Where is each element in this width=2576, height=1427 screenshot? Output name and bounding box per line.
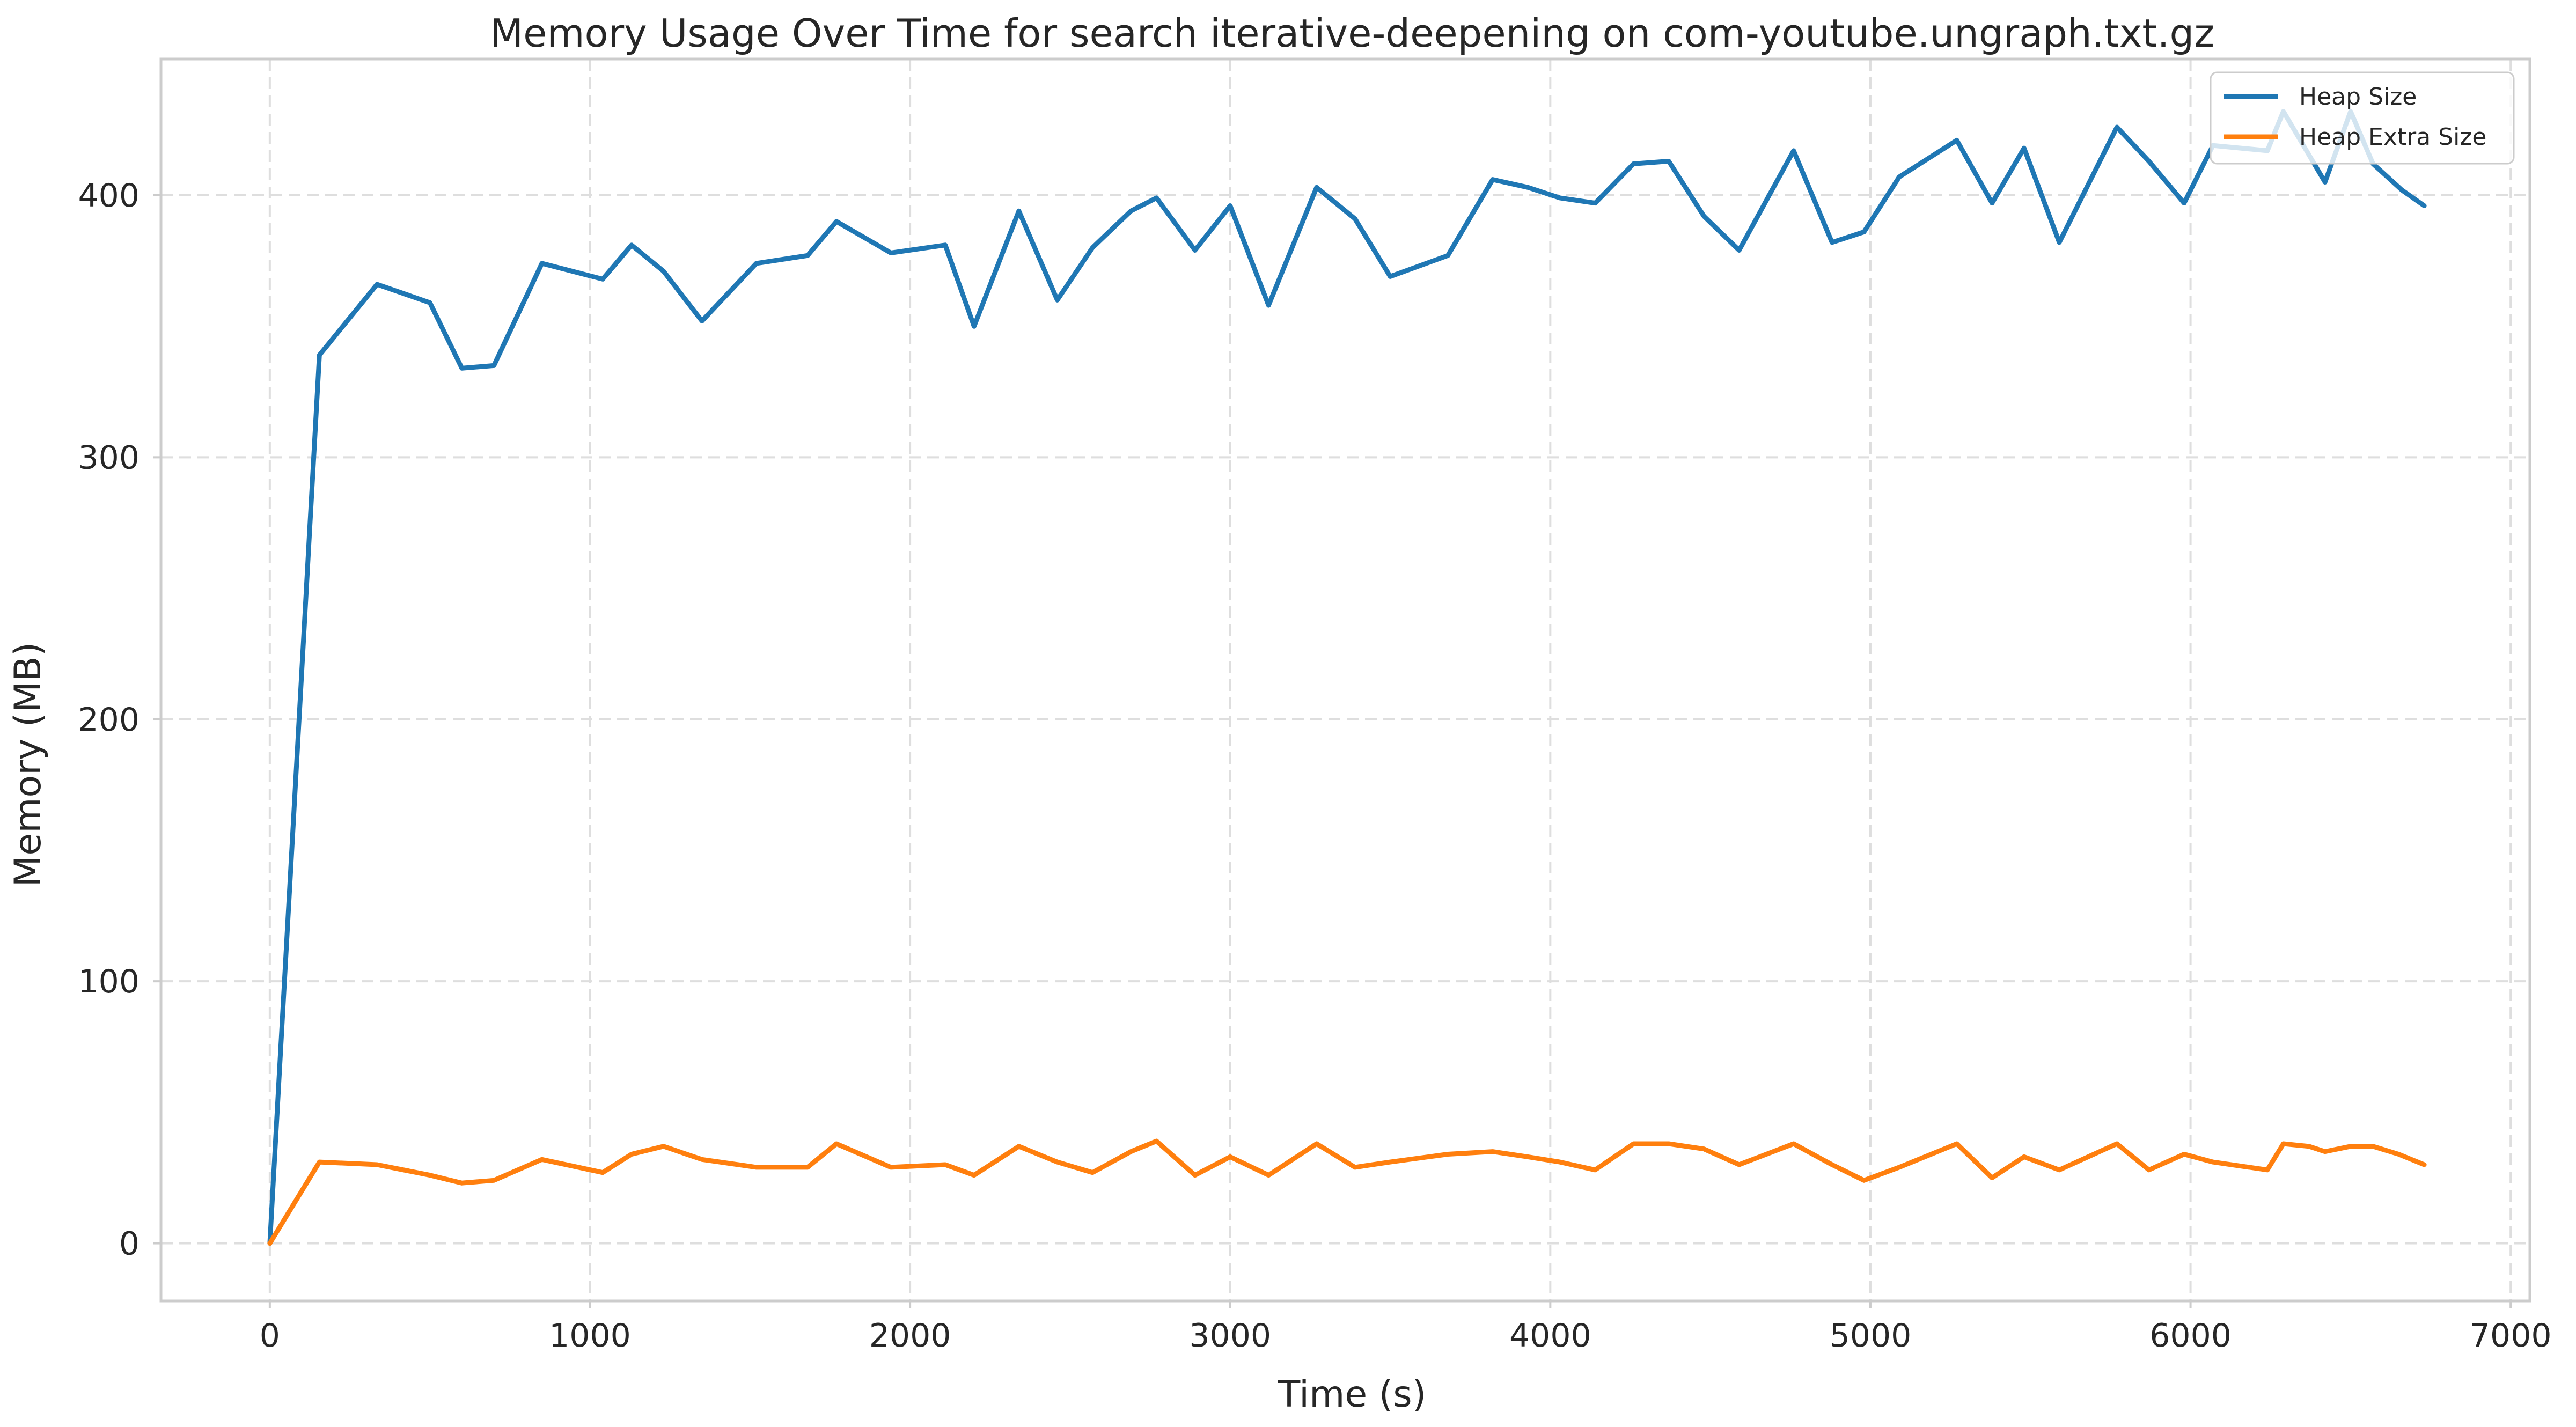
series-line-0 xyxy=(267,109,2427,1246)
y-axis-label: Memory (MB) xyxy=(7,642,49,887)
x-tick-label: 0 xyxy=(260,1317,280,1355)
x-tick-label: 4000 xyxy=(1509,1317,1591,1355)
y-tick-label: 0 xyxy=(119,1225,140,1263)
series-lines xyxy=(267,109,2427,1246)
x-tick-label: 1000 xyxy=(549,1317,631,1355)
x-tick-label: 5000 xyxy=(1830,1317,1912,1355)
x-tick-label: 7000 xyxy=(2470,1317,2552,1355)
grid-lines xyxy=(161,59,2530,1301)
y-tick-label: 100 xyxy=(78,963,140,1001)
y-tick-label: 300 xyxy=(78,439,140,476)
series-line-1 xyxy=(267,1138,2427,1246)
x-tick-label: 6000 xyxy=(2149,1317,2232,1355)
legend-box xyxy=(2210,71,2515,165)
x-tick-label: 3000 xyxy=(1189,1317,1271,1355)
y-tick-label: 400 xyxy=(78,177,140,215)
legend: Heap Size Heap Extra Size xyxy=(2210,71,2515,165)
axis-ticks: 0 1000 2000 3000 4000 5000 6000 7000 0 100 200 300 4… xyxy=(78,177,2551,1355)
y-tick-label: 200 xyxy=(78,701,140,739)
chart-title: Memory Usage Over Time for search iterat… xyxy=(490,11,2214,56)
legend-label: Heap Extra Size xyxy=(2299,123,2487,151)
plot-frame xyxy=(159,57,2531,1303)
x-axis-label: Time (s) xyxy=(1278,1373,1427,1416)
x-tick-label: 2000 xyxy=(869,1317,951,1355)
legend-label: Heap Size xyxy=(2299,83,2417,111)
